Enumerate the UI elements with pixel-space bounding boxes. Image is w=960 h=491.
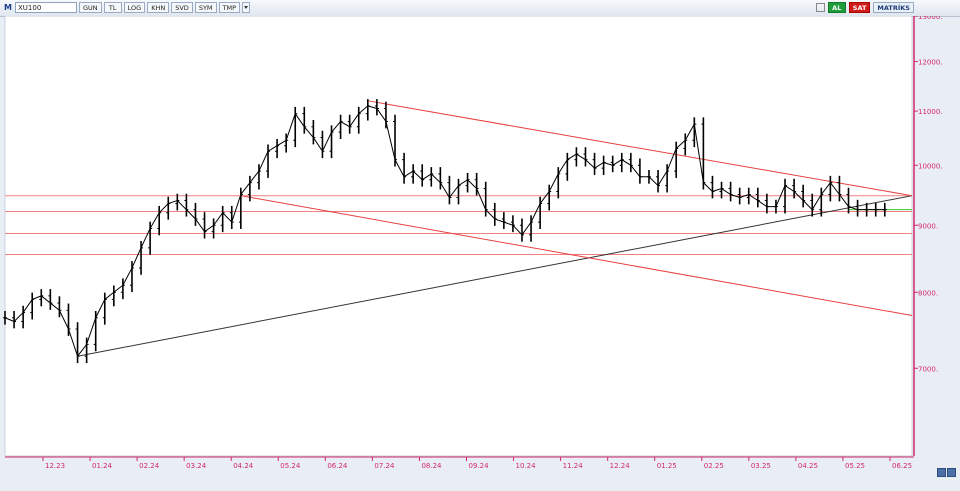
toolbar-left-group: M XU100 GUN TL LOG KHN SVD SYM TMP bbox=[3, 2, 251, 13]
buy-button[interactable]: AL bbox=[827, 2, 846, 13]
x-tick-label: 05.25 bbox=[845, 462, 865, 470]
tmp-button[interactable]: TMP bbox=[218, 2, 241, 13]
x-tick-label: 04.24 bbox=[233, 462, 254, 470]
chart-toolbar: M XU100 GUN TL LOG KHN SVD SYM TMP AL SA… bbox=[0, 0, 960, 17]
chevron-down-icon[interactable] bbox=[242, 2, 251, 13]
x-tick-label: 02.24 bbox=[139, 462, 160, 470]
x-tick-label: 12.23 bbox=[45, 462, 65, 470]
plot-area bbox=[4, 15, 913, 457]
symbol-input[interactable]: XU100 bbox=[15, 2, 77, 13]
x-tick-label: 06.25 bbox=[892, 462, 912, 470]
y-tick-label: 9000. bbox=[918, 222, 938, 230]
matriks-logo-icon: M bbox=[4, 2, 12, 12]
x-tick-label: 03.24 bbox=[186, 462, 207, 470]
y-tick-label: 13000. bbox=[918, 16, 943, 21]
y-tick-label: 7000. bbox=[918, 365, 938, 373]
y-tick-label: 11000. bbox=[918, 108, 943, 116]
sell-button[interactable]: SAT bbox=[848, 2, 871, 13]
y-tick-label: 10000. bbox=[918, 162, 943, 170]
scroll-controls bbox=[937, 468, 956, 477]
x-tick-label: 12.24 bbox=[610, 462, 631, 470]
x-tick-label: 05.24 bbox=[280, 462, 301, 470]
x-tick-label: 03.25 bbox=[751, 462, 771, 470]
channel-upper-line bbox=[367, 100, 913, 197]
toolbar-right-group: AL SAT MATRİKS bbox=[815, 2, 914, 13]
x-tick-label: 02.25 bbox=[704, 462, 724, 470]
y-tick-label: 8000. bbox=[918, 289, 938, 297]
x-tick-label: 09.24 bbox=[469, 462, 490, 470]
currency-button-tl[interactable]: TL bbox=[103, 2, 122, 13]
x-tick-label: 08.24 bbox=[421, 462, 442, 470]
trendline-line bbox=[77, 195, 913, 357]
x-tick-label: 04.25 bbox=[798, 462, 818, 470]
scroll-right-icon[interactable] bbox=[947, 468, 956, 477]
period-button-gun[interactable]: GUN bbox=[79, 2, 102, 13]
x-tick-label: 07.24 bbox=[374, 462, 395, 470]
settings-square-icon[interactable] bbox=[815, 3, 825, 12]
khn-button[interactable]: KHN bbox=[147, 2, 170, 13]
log-scale-button[interactable]: LOG bbox=[123, 2, 146, 13]
scroll-left-icon[interactable] bbox=[937, 468, 946, 477]
x-tick-label: 01.24 bbox=[92, 462, 113, 470]
sym-button[interactable]: SYM bbox=[194, 2, 217, 13]
matrix-button[interactable]: MATRİKS bbox=[873, 2, 914, 13]
svd-button[interactable]: SVD bbox=[171, 2, 193, 13]
channel-lower-line bbox=[240, 195, 913, 317]
chart-area[interactable]: 13000. 12000. 11000. 10000. 9000. 8000. 7000. 1… bbox=[0, 13, 960, 487]
x-tick-label: 01.25 bbox=[657, 462, 677, 470]
x-tick-label: 11.24 bbox=[563, 462, 584, 470]
y-tick-label: 12000. bbox=[918, 59, 943, 67]
x-tick-label: 10.24 bbox=[516, 462, 537, 470]
price-line bbox=[4, 105, 885, 358]
x-tick-label: 06.24 bbox=[327, 462, 348, 470]
price-chart[interactable]: 13000. 12000. 11000. 10000. 9000. 8000. 7000. 1… bbox=[0, 13, 960, 487]
